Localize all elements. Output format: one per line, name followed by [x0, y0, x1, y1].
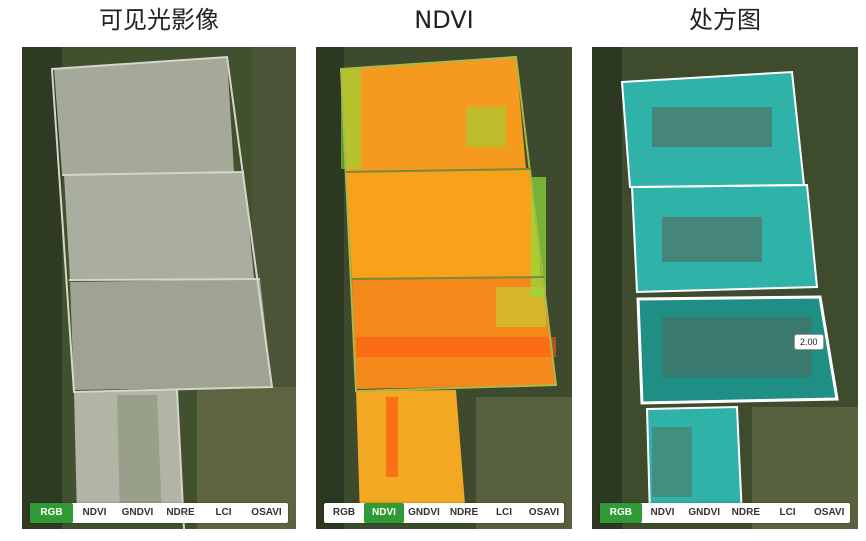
tab-ndvi[interactable]: NDVI: [364, 503, 404, 523]
panel-title-rgb: 可见光影像: [99, 6, 219, 34]
ndvi-image: [316, 47, 572, 529]
tab-lci[interactable]: LCI: [215, 507, 232, 518]
layer-tabs-prescription: RGB NDVI GNDVI NDRE LCI OSAVI: [600, 503, 850, 523]
tab-osavi[interactable]: OSAVI: [528, 507, 560, 518]
tab-osavi[interactable]: OSAVI: [814, 507, 845, 518]
tab-gndvi[interactable]: GNDVI: [408, 507, 440, 518]
tab-ndre[interactable]: NDRE: [731, 507, 761, 518]
rgb-image: [22, 47, 296, 529]
tab-ndvi[interactable]: NDVI: [650, 507, 675, 518]
prescription-value-tooltip: 2.00: [794, 334, 824, 350]
tab-osavi[interactable]: OSAVI: [251, 507, 282, 518]
tab-lci[interactable]: LCI: [779, 507, 796, 518]
layer-tabs-ndvi: RGB NDVI GNDVI NDRE LCI OSAVI: [324, 503, 564, 523]
tab-ndre[interactable]: NDRE: [166, 507, 195, 518]
layer-tabs-rgb: RGB NDVI GNDVI NDRE LCI OSAVI: [30, 503, 288, 523]
prescription-image: [592, 47, 858, 529]
panel-title-prescription: 处方图: [689, 6, 761, 34]
tab-lci[interactable]: LCI: [495, 507, 513, 518]
tab-ndre[interactable]: NDRE: [449, 507, 479, 518]
panel-title-ndvi: NDVI: [414, 6, 474, 34]
tab-ndvi[interactable]: NDVI: [82, 507, 107, 518]
map-rgb[interactable]: RGB NDVI GNDVI NDRE LCI OSAVI: [22, 47, 296, 529]
map-prescription[interactable]: 2.00 RGB NDVI GNDVI NDRE LCI OSAVI: [592, 47, 858, 529]
tab-rgb[interactable]: RGB: [332, 507, 356, 518]
tab-gndvi[interactable]: GNDVI: [688, 507, 721, 518]
tab-rgb[interactable]: RGB: [600, 503, 642, 523]
tab-gndvi[interactable]: GNDVI: [121, 507, 154, 518]
map-ndvi[interactable]: RGB NDVI GNDVI NDRE LCI OSAVI: [316, 47, 572, 529]
tab-rgb[interactable]: RGB: [30, 503, 73, 523]
